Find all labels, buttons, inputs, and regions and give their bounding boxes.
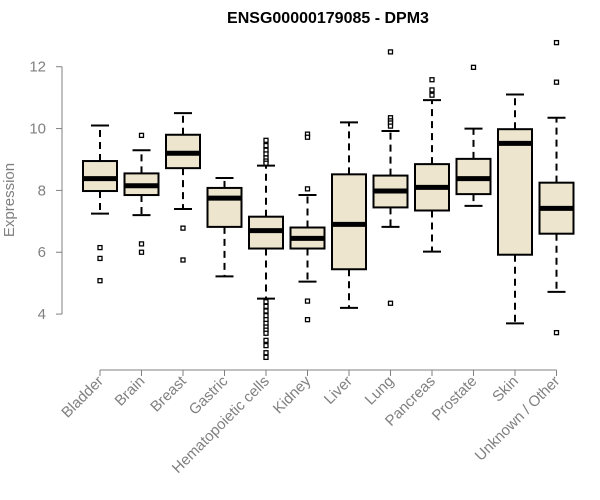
outlier-point	[263, 137, 269, 143]
outlier-point	[263, 308, 269, 314]
outlier-point	[429, 92, 435, 98]
outlier-point	[138, 241, 145, 247]
y-tick-label-4: 4	[38, 306, 46, 323]
outlier-point	[387, 300, 394, 306]
box-prostate	[455, 64, 492, 207]
box-gastric	[206, 177, 243, 278]
box-liver	[331, 121, 367, 309]
box-lung	[372, 49, 409, 306]
x-tick-label: Liver	[321, 373, 356, 408]
x-tick-label: Prostate	[429, 373, 481, 425]
box-bladder	[82, 124, 118, 284]
x-tick-label: Kidney	[270, 372, 315, 417]
y-tick-label-12: 12	[29, 59, 46, 76]
y-tick-label-6: 6	[38, 244, 46, 261]
x-tick-label: Brain	[112, 373, 149, 410]
outlier-point	[180, 257, 186, 263]
outlier-point	[470, 64, 477, 71]
outlier-point	[263, 350, 269, 356]
outlier-point	[263, 337, 269, 344]
outlier-point	[263, 330, 269, 336]
x-tick-label: Breast	[147, 372, 190, 415]
outlier-point	[97, 255, 103, 262]
outlier-point	[304, 186, 311, 192]
outlier-point	[429, 77, 435, 83]
outlier-point	[138, 249, 145, 255]
y-tick-label-8: 8	[38, 182, 46, 199]
outlier-point	[263, 342, 269, 349]
box-unknown-other	[538, 39, 575, 336]
outlier-point	[304, 316, 311, 323]
outlier-point	[387, 49, 394, 55]
box-brain	[123, 132, 160, 255]
chart-title: ENSG00000179085 - DPM3	[227, 10, 429, 27]
box-iqr	[206, 186, 243, 228]
y-tick-label-10: 10	[29, 121, 46, 138]
outlier-point	[429, 87, 435, 93]
outlier-point	[263, 303, 269, 310]
outlier-point	[263, 354, 269, 361]
box-pancreas	[414, 77, 450, 253]
outlier-point	[387, 123, 394, 129]
box-hematopoietic-cells	[248, 137, 284, 361]
outlier-point	[263, 142, 269, 149]
box-iqr	[331, 173, 367, 271]
outlier-point	[180, 225, 186, 231]
outlier-point	[553, 79, 560, 85]
x-tick-label: Lung	[362, 373, 398, 409]
box-iqr	[497, 128, 533, 256]
outlier-point	[97, 278, 103, 284]
outlier-point	[138, 132, 145, 139]
outlier-point	[304, 298, 311, 304]
outlier-point	[263, 160, 269, 166]
y-axis-label: Expression	[1, 163, 18, 237]
box-kidney	[289, 131, 326, 323]
x-tick-label: Bladder	[58, 373, 107, 422]
outlier-point	[553, 39, 560, 46]
box-breast	[165, 112, 201, 263]
x-tick-label: Skin	[489, 373, 522, 406]
outlier-point	[553, 329, 560, 336]
boxes-group	[82, 39, 575, 361]
outlier-point	[263, 299, 269, 305]
box-skin	[497, 93, 533, 325]
box-iqr	[82, 160, 118, 193]
y-axis: 4 6 8 10 12	[29, 59, 63, 323]
outlier-point	[304, 134, 311, 140]
outlier-point	[97, 244, 103, 251]
